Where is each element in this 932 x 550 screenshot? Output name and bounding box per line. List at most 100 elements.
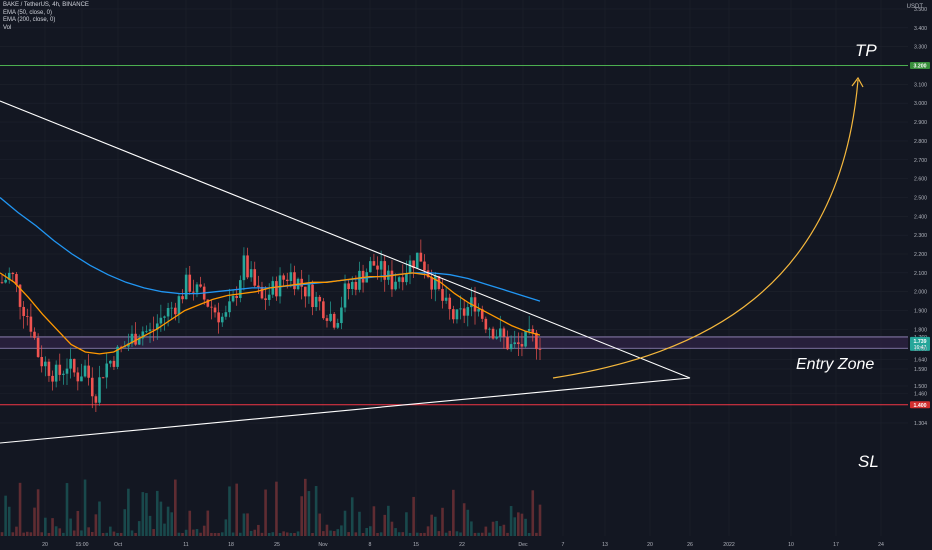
candle-body [47, 361, 51, 376]
time-tick-label: 15:00 [76, 542, 89, 548]
ascending-trendline [0, 377, 691, 444]
candle-body [520, 344, 524, 347]
volume-bar [199, 532, 202, 536]
volume-bar [239, 532, 242, 536]
volume-bar [47, 532, 51, 536]
candle-body [184, 274, 188, 300]
candle-body [376, 265, 379, 270]
entry-zone-layer [0, 65, 908, 406]
volume-bar [80, 530, 83, 536]
volume-bar [408, 532, 412, 536]
volume-bar [11, 532, 15, 536]
volume-bar [25, 531, 29, 536]
candle-body [517, 342, 520, 345]
volume-bar [249, 530, 253, 536]
volume-bar [506, 532, 509, 536]
candle-body [235, 295, 238, 299]
candle-body [267, 294, 271, 300]
volume-bar [300, 496, 303, 536]
candle-body [415, 252, 419, 269]
candle-body [76, 372, 80, 382]
candle-body [433, 276, 437, 290]
volume-bar [307, 491, 311, 536]
candle-body [531, 328, 535, 333]
price-tick-label: 2.000 [914, 290, 927, 296]
volume-bar [444, 532, 448, 536]
candle-body [98, 377, 101, 403]
candle-body [246, 255, 249, 278]
candle-body [62, 373, 65, 375]
candle-body [195, 284, 199, 293]
volume-bar [358, 511, 361, 536]
volume-bar [87, 527, 90, 536]
ema-lines [0, 197, 541, 355]
volume-bar [155, 490, 159, 536]
price-tick-label: 3.500 [914, 7, 927, 13]
volume-bar [289, 532, 293, 536]
candle-body [524, 331, 527, 347]
candle-body [188, 274, 192, 292]
candle-body [242, 255, 246, 281]
candle-body [498, 328, 502, 337]
volume-bar [433, 516, 437, 536]
time-tick-label: 7 [562, 542, 565, 548]
volume-bar [44, 517, 47, 536]
candle-body [318, 296, 322, 302]
volume-bar [137, 521, 141, 536]
candle-body [130, 333, 134, 344]
candle-body [90, 377, 94, 397]
symbol-title[interactable]: BAKE / TetherUS, 4h, BINANCE [3, 2, 89, 8]
volume-bar [513, 517, 517, 536]
candle-body [368, 261, 372, 273]
candle-body [340, 307, 343, 324]
volume-bar [123, 509, 127, 536]
volume-bar [448, 530, 452, 536]
candle-body [448, 297, 452, 310]
volume-bars [0, 478, 542, 536]
descending-trendline [0, 100, 691, 379]
volume-bar [264, 489, 267, 536]
candle-body [249, 269, 253, 278]
volume-bar [90, 531, 94, 536]
sl-price-badge-text: 1.400 [914, 403, 927, 409]
candle-body [116, 346, 119, 367]
candle-body [325, 318, 329, 321]
candle-body [174, 307, 177, 315]
volume-bar [509, 506, 513, 536]
candle-body [87, 365, 90, 378]
ema50-legend[interactable]: EMA (50, close, 0) [3, 9, 53, 16]
candle-body [491, 328, 495, 339]
volume-bar [98, 501, 101, 536]
candle-body [80, 376, 83, 382]
candle-body [44, 361, 47, 367]
ema200-legend[interactable]: EMA (200, close, 0) [3, 17, 56, 23]
time-tick-label: 17 [833, 542, 839, 548]
candle-body [506, 336, 509, 350]
entry-low-label: 1.700 [914, 346, 927, 352]
candle-body [304, 286, 307, 297]
volume-bar [275, 481, 278, 536]
candle-body [123, 346, 127, 348]
candle-body [18, 284, 22, 307]
candle-body [358, 270, 361, 290]
volume-bar [109, 526, 112, 536]
time-tick-label: 26 [687, 542, 693, 548]
price-tick-label: 3.000 [914, 101, 927, 107]
volume-bar [455, 531, 459, 536]
volume-bar [174, 479, 177, 536]
candle-body [83, 365, 87, 377]
candle-body [109, 360, 112, 364]
volume-bar [466, 509, 470, 536]
volume-bar [401, 532, 405, 536]
time-tick-label: Oct [114, 542, 123, 548]
volume-bar [36, 489, 40, 536]
candle-body [455, 309, 459, 320]
candle-body [488, 328, 491, 330]
volume-legend[interactable]: Vol [3, 24, 12, 31]
volume-bar [491, 521, 495, 536]
volume-bar [271, 532, 275, 536]
candle-body [437, 276, 441, 289]
